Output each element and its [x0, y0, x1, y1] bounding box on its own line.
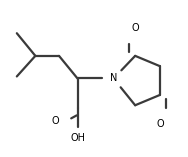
Text: O: O — [156, 119, 164, 129]
Text: OH: OH — [70, 133, 85, 143]
Text: O: O — [131, 23, 139, 33]
Text: O: O — [51, 116, 59, 126]
Text: N: N — [110, 73, 117, 84]
